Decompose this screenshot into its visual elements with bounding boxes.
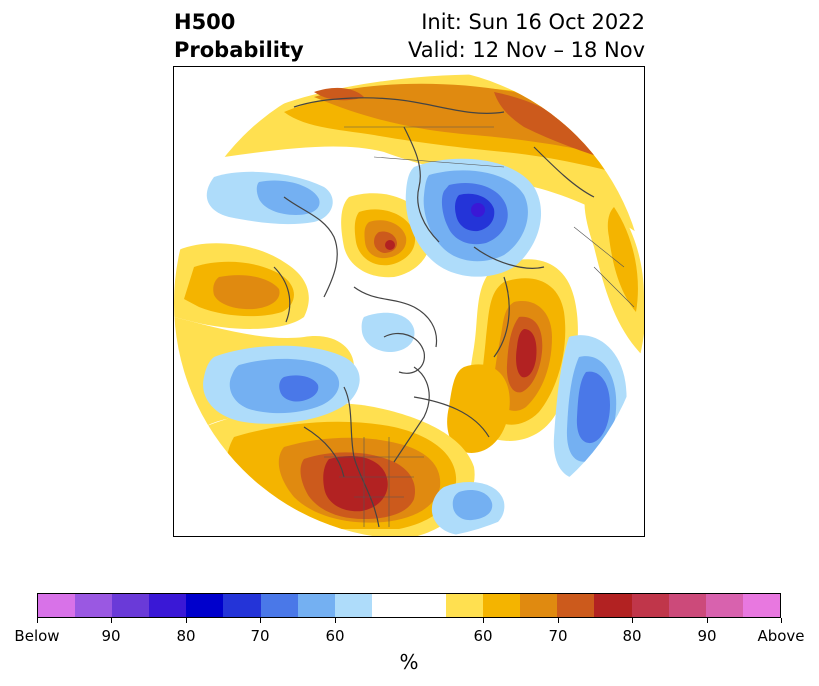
valid-range: Valid: 12 Nov – 18 Nov — [408, 38, 645, 62]
colorbar-tick — [259, 618, 261, 623]
colorbar-tick — [482, 618, 484, 623]
colorbar-segment — [149, 594, 187, 617]
colorbar-segment — [297, 594, 335, 617]
colorbar-segment — [334, 594, 372, 617]
colorbar-segment — [557, 594, 595, 617]
colorbar-segment — [631, 594, 669, 617]
colorbar-tick-label: 80 — [622, 627, 642, 645]
colorbar-segment — [186, 594, 224, 617]
title-product: Probability — [174, 38, 304, 62]
colorbar-segment — [742, 594, 780, 617]
title-variable: H500 — [174, 10, 236, 34]
colorbar-tick-label: 70 — [250, 627, 270, 645]
colorbar-tick — [36, 618, 38, 623]
colorbar-segment — [112, 594, 150, 617]
colorbar-segment — [223, 594, 261, 617]
colorbar-segment — [668, 594, 706, 617]
title-dates: Init: Sun 16 Oct 2022 Valid: 12 Nov – 18… — [408, 8, 645, 64]
colorbar-segment — [520, 594, 558, 617]
borders — [324, 126, 635, 527]
chart-title: H500 Probability — [174, 8, 304, 64]
colorbar-tick-label: Below — [14, 627, 60, 645]
colorbar-segment — [260, 594, 298, 617]
map-canvas — [174, 67, 644, 536]
colorbar-tick-label: 90 — [697, 627, 717, 645]
colorbar-tick-label: 60 — [473, 627, 493, 645]
colorbar-tick-label: 60 — [325, 627, 345, 645]
colorbar-tick — [631, 618, 633, 623]
colorbar-segment — [371, 594, 447, 617]
colorbar-tick — [780, 618, 782, 623]
colorbar-tick — [185, 618, 187, 623]
colorbar-segment — [594, 594, 632, 617]
colorbar-tick — [110, 618, 112, 623]
colorbar-segment — [446, 594, 484, 617]
colorbar-tick — [557, 618, 559, 623]
colorbar-segment — [483, 594, 521, 617]
colorbar-tick — [334, 618, 336, 623]
colorbar-tick-label: 90 — [101, 627, 121, 645]
below-normal-anomalies — [203, 158, 627, 536]
colorbar-tick-label: Above — [757, 627, 805, 645]
above-normal-anomalies — [174, 74, 644, 536]
colorbar-tick — [706, 618, 708, 623]
colorbar — [37, 593, 781, 618]
colorbar-segment — [38, 594, 76, 617]
init-date: Init: Sun 16 Oct 2022 — [421, 10, 645, 34]
colorbar-segment — [75, 594, 113, 617]
colorbar-tick-label: 80 — [176, 627, 196, 645]
colorbar-tick-label: 70 — [548, 627, 568, 645]
colorbar-label: % — [399, 650, 419, 674]
probability-map — [173, 66, 645, 537]
colorbar-segment — [705, 594, 743, 617]
